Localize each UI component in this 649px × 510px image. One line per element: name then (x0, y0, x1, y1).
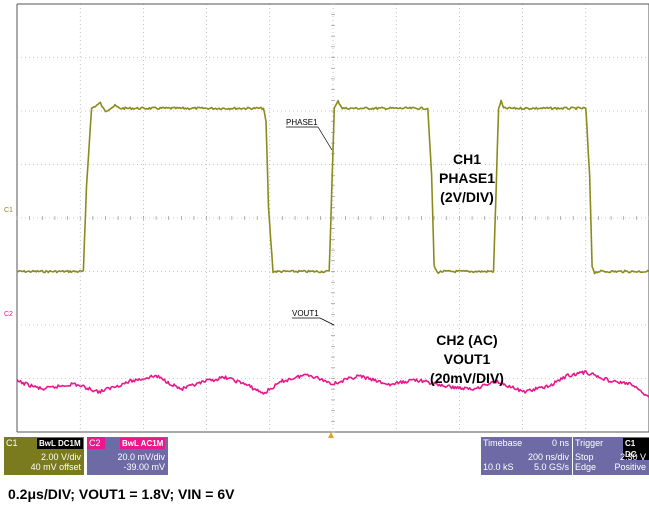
traces (16, 99, 649, 398)
c1-tag: C1 (6, 438, 18, 448)
trigger-source-header: C1 DC (623, 438, 649, 460)
ch2-annotation: CH2 (AC) VOUT1 (20mV/DIV) (430, 332, 504, 386)
phase1-probe-label: PHASE1 (286, 118, 318, 127)
trigger-type: Edge (575, 462, 597, 472)
vout1-probe-label: VOUT1 (292, 309, 319, 318)
c2-tag-swatch (87, 437, 105, 449)
ch1-annotation-line: (2V/DIV) (440, 189, 494, 205)
ch1-annotation: CH1 PHASE1 (2V/DIV) (439, 151, 495, 205)
trigger-level: 2.30 V (619, 452, 646, 462)
vout1-leader-line (319, 317, 335, 326)
c1-marker: C1 (4, 207, 13, 214)
c2-marker: C2 (4, 311, 13, 318)
phase1-leader-line (317, 126, 333, 151)
c2-offset: -39.00 mV (123, 462, 165, 472)
trigger-label: Trigger (575, 438, 604, 448)
ch2-annotation-line: CH2 (AC) (436, 332, 497, 348)
timebase-box[interactable]: Timebase 0 ns 200 ns/div 10.0 kS 5.0 GS/… (481, 437, 572, 475)
timebase-label: Timebase (483, 438, 523, 448)
trigger-position-marker (328, 432, 334, 438)
timebase-per-div: 200 ns/div (527, 452, 569, 462)
trigger-box[interactable]: Trigger C1 DC Stop 2.30 V Edge Positive (573, 437, 649, 475)
ch1-annotation-line: PHASE1 (439, 170, 495, 186)
c1-scale: 2.00 V/div (40, 452, 81, 462)
trace-c1 (16, 99, 649, 275)
trigger-slope: Positive (614, 462, 646, 472)
timebase-samples: 10.0 kS (483, 462, 514, 472)
c1-coupling-header: BwL DC1M (37, 438, 83, 449)
c2-channel-box[interactable]: C2 BwL AC1M 20.0 mV/div -39.00 mV (87, 437, 168, 475)
graticule-grid (16, 3, 649, 433)
ch1-annotation-line: CH1 (453, 151, 481, 167)
ch2-annotation-line: VOUT1 (444, 351, 491, 367)
oscilloscope-display: C1 C2 PHASE1 VOUT1 CH1 PHASE1 (2V/DIV) C… (4, 3, 649, 438)
figure-caption: 0.2μs/DIV; VOUT1 = 1.8V; VIN = 6V (8, 486, 235, 502)
c2-tag: C2 (89, 438, 101, 448)
c2-coupling-header: BwL AC1M (120, 438, 166, 449)
timebase-delay: 0 ns (551, 438, 569, 448)
trigger-mode: Stop (575, 452, 594, 462)
c2-scale: 20.0 mV/div (117, 452, 165, 462)
timebase-rate: 5.0 GS/s (533, 462, 569, 472)
c1-offset: 40 mV offset (30, 462, 81, 472)
trace-c2 (16, 369, 649, 398)
c1-channel-box[interactable]: C1 BwL DC1M 2.00 V/div 40 mV offset (4, 437, 84, 475)
ch2-annotation-line: (20mV/DIV) (430, 370, 504, 386)
